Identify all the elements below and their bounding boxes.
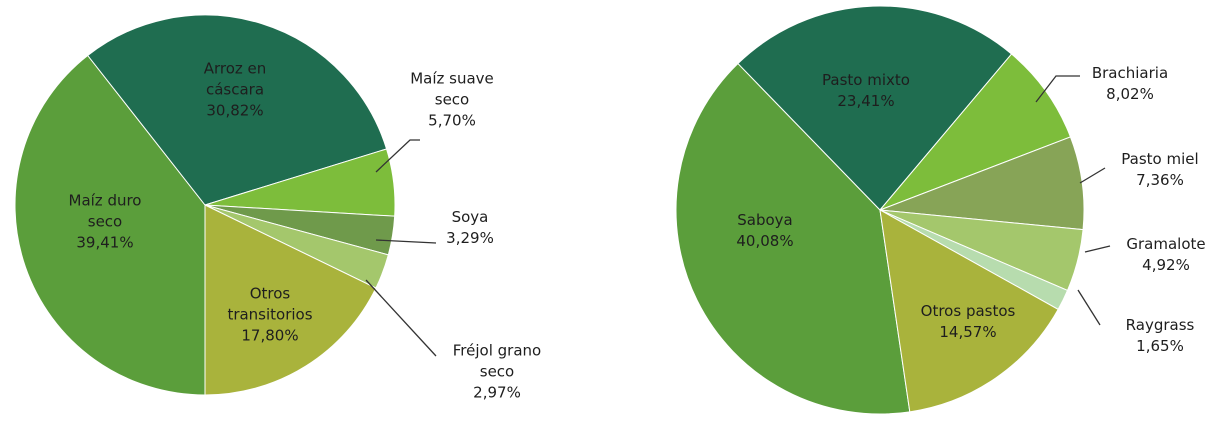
value-label: 39,41% bbox=[76, 233, 134, 252]
value-label: 5,70% bbox=[428, 111, 476, 130]
pie-slice bbox=[87, 14, 388, 206]
leader-line bbox=[1084, 245, 1111, 253]
slice-label: Brachiaria 8,02% bbox=[1080, 63, 1180, 105]
category-label: Otros transitorios bbox=[227, 284, 313, 324]
slice-label: Arroz en cáscara 30,82% bbox=[190, 59, 280, 122]
slice-label: Otros pastos 14,57% bbox=[903, 301, 1033, 343]
value-label: 7,36% bbox=[1136, 171, 1184, 189]
category-label: Fréjol grano seco bbox=[452, 341, 542, 381]
pie-slice bbox=[204, 204, 377, 396]
leader-line bbox=[1079, 167, 1106, 184]
value-label: 30,82% bbox=[206, 101, 264, 120]
value-label: 14,57% bbox=[939, 323, 997, 341]
slice-label: Fréjol grano seco 2,97% bbox=[435, 341, 560, 404]
value-label: 40,08% bbox=[736, 232, 794, 250]
slice-label: Pasto mixto 23,41% bbox=[801, 70, 931, 112]
pie-slice bbox=[675, 62, 911, 415]
slice-label: Pasto miel 7,36% bbox=[1105, 149, 1215, 191]
leader-line bbox=[365, 279, 437, 357]
value-label: 1,65% bbox=[1136, 337, 1184, 355]
slice-label: Maíz suave seco 5,70% bbox=[402, 69, 502, 132]
category-label: Arroz en cáscara bbox=[203, 59, 267, 99]
slice-label: Maíz duro seco 39,41% bbox=[55, 191, 155, 254]
leader-line bbox=[1077, 289, 1101, 326]
value-label: 2,97% bbox=[473, 383, 521, 402]
category-label: Pasto miel bbox=[1121, 150, 1199, 168]
value-label: 23,41% bbox=[837, 92, 895, 110]
slice-label: Saboya 40,08% bbox=[715, 210, 815, 252]
category-label: Maíz suave seco bbox=[410, 69, 494, 109]
pie-slice bbox=[14, 54, 206, 396]
category-label: Gramalote bbox=[1126, 235, 1206, 253]
leader-line bbox=[375, 139, 420, 173]
category-label: Brachiaria bbox=[1091, 64, 1169, 82]
value-label: 3,29% bbox=[446, 229, 494, 247]
category-label: Otros pastos bbox=[920, 302, 1016, 320]
category-label: Soya bbox=[451, 208, 489, 226]
value-label: 8,02% bbox=[1106, 85, 1154, 103]
slice-label: Otros transitorios 17,80% bbox=[213, 284, 328, 347]
category-label: Pasto mixto bbox=[822, 71, 910, 89]
value-label: 17,80% bbox=[241, 326, 299, 345]
pie-slice bbox=[879, 53, 1072, 211]
pie-slice bbox=[879, 209, 1059, 413]
slice-label: Gramalote 4,92% bbox=[1111, 234, 1221, 276]
leader-line bbox=[375, 239, 437, 244]
slice-label: Raygrass 1,65% bbox=[1110, 315, 1210, 357]
category-label: Raygrass bbox=[1125, 316, 1195, 334]
category-label: Saboya bbox=[737, 211, 793, 229]
leader-line bbox=[1035, 75, 1080, 103]
value-label: 4,92% bbox=[1142, 256, 1190, 274]
category-label: Maíz duro seco bbox=[68, 191, 142, 231]
slice-label: Soya 3,29% bbox=[420, 207, 520, 249]
pie-slice bbox=[737, 5, 1013, 211]
